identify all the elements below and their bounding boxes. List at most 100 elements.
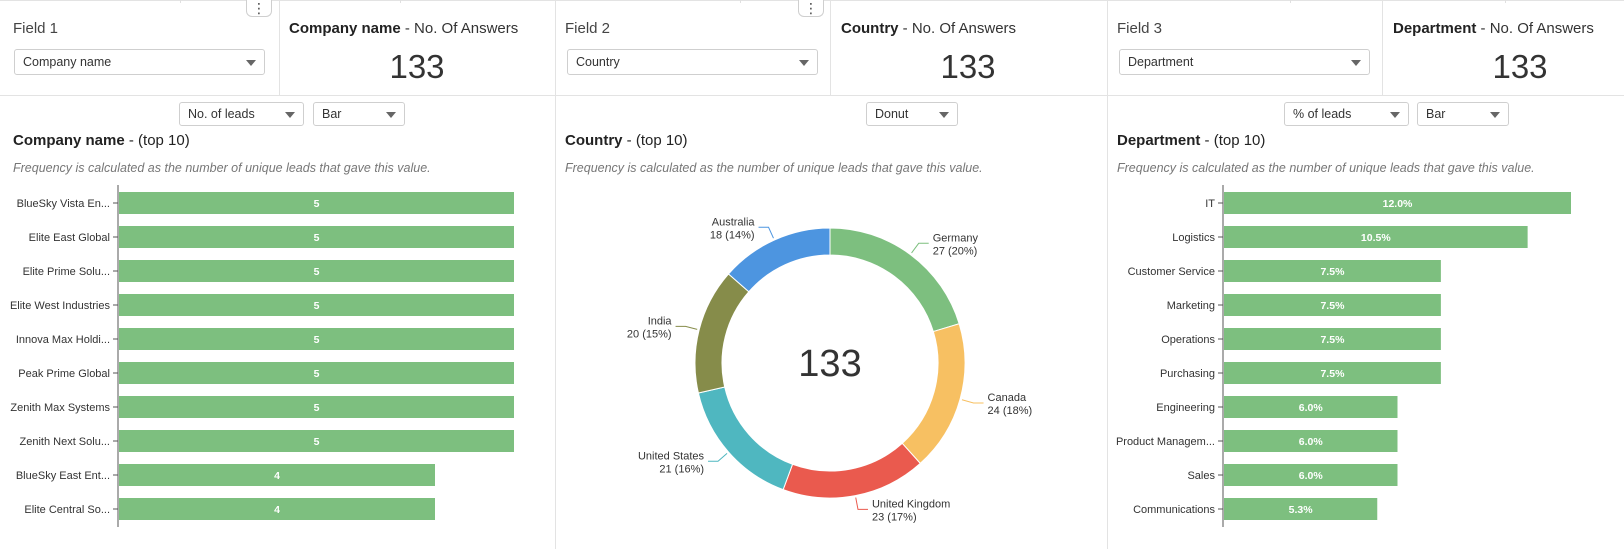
bar-value-label: 5 — [314, 436, 320, 448]
bar-value-label: 5 — [314, 232, 320, 244]
more-menu-icon[interactable]: ⋮ — [246, 0, 272, 17]
bar-value-label: 4 — [274, 504, 280, 516]
leader-line — [855, 497, 868, 510]
leader-line — [961, 399, 984, 404]
slice-value-label: 18 (14%) — [710, 229, 755, 241]
category-label: Sales — [1187, 470, 1215, 482]
category-label: Zenith Next Solu... — [20, 436, 111, 448]
bar-value-label: 5 — [314, 334, 320, 346]
bar-value-label: 6.0% — [1299, 470, 1324, 482]
field-select[interactable]: Department — [1119, 49, 1370, 75]
donut-slice — [782, 442, 921, 499]
bar — [119, 430, 514, 452]
divider — [740, 0, 741, 3]
field-select-value: Company name — [23, 55, 112, 69]
slice-name-label: Germany — [933, 232, 979, 244]
panel-note: Frequency is calculated as the number of… — [565, 161, 983, 175]
bar-value-label: 7.5% — [1320, 368, 1345, 380]
chevron-down-icon — [246, 60, 256, 66]
chevron-down-icon — [1490, 112, 1500, 118]
slice-value-label: 23 (17%) — [872, 511, 917, 523]
bar — [1224, 396, 1398, 418]
metric-select-value: No. of leads — [188, 107, 255, 121]
panel-title: Department - (top 10) — [1117, 132, 1266, 149]
panel-title: Country - (top 10) — [565, 132, 688, 149]
slice-name-label: Australia — [712, 216, 756, 228]
bar-value-label: 5 — [314, 300, 320, 312]
bar-value-label: 10.5% — [1361, 232, 1391, 244]
category-label: Peak Prime Global — [18, 368, 110, 380]
panel-note: Frequency is calculated as the number of… — [1117, 161, 1535, 175]
slice-name-label: Canada — [988, 392, 1027, 404]
metric-select-value: % of leads — [1293, 107, 1352, 121]
divider — [1505, 0, 1506, 3]
chevron-down-icon — [1351, 60, 1361, 66]
chart-type-select[interactable]: Donut — [866, 102, 958, 126]
panel-note: Frequency is calculated as the number of… — [13, 161, 431, 175]
leader-line — [758, 226, 774, 239]
slice-name-label: India — [648, 315, 673, 327]
company-bar-chart: BlueSky Vista En... 5 Elite East Global 5 El… — [10, 185, 514, 527]
answer-count: 133 — [940, 48, 996, 85]
chevron-down-icon — [285, 112, 295, 118]
bar-value-label: 5 — [314, 368, 320, 380]
bar-value-label: 12.0% — [1383, 198, 1413, 210]
chevron-down-icon — [799, 60, 809, 66]
category-label: Innova Max Holdi... — [16, 334, 110, 346]
field-select[interactable]: Country — [567, 49, 818, 75]
bar — [1224, 430, 1398, 452]
bar-value-label: 7.5% — [1320, 266, 1345, 278]
count-title: Department - No. Of Answers — [1393, 20, 1594, 37]
bar — [119, 294, 514, 316]
header-bottom-divider — [0, 95, 1624, 96]
category-label: Customer Service — [1128, 266, 1215, 278]
donut-slice — [697, 386, 794, 491]
header-divider — [1382, 0, 1383, 95]
field-select[interactable]: Company name — [14, 49, 265, 75]
field-label: Field 3 — [1117, 20, 1163, 37]
category-label: Product Managem... — [1116, 436, 1215, 448]
chart-type-select[interactable]: Bar — [313, 102, 405, 126]
donut-center-total: 133 — [798, 343, 861, 385]
metric-select[interactable]: % of leads — [1284, 102, 1409, 126]
leader-line — [708, 453, 728, 462]
chart-type-select-value: Donut — [875, 107, 909, 121]
bar — [119, 396, 514, 418]
field-select-value: Department — [1128, 55, 1194, 69]
category-label: Zenith Max Systems — [10, 402, 110, 414]
category-label: Elite Prime Solu... — [23, 266, 110, 278]
chevron-down-icon — [386, 112, 396, 118]
slice-value-label: 20 (15%) — [627, 328, 672, 340]
divider — [400, 0, 401, 3]
category-label: BlueSky Vista En... — [17, 198, 110, 210]
field-label: Field 1 — [13, 20, 59, 37]
bar — [1224, 498, 1378, 520]
chevron-down-icon — [939, 112, 949, 118]
bar — [119, 464, 435, 486]
bar-value-label: 5 — [314, 198, 320, 210]
panel-divider — [555, 0, 556, 549]
bar — [1224, 226, 1528, 248]
category-label: Purchasing — [1160, 368, 1215, 380]
slice-value-label: 27 (20%) — [933, 245, 978, 257]
department-bar-chart: IT 12.0% Logistics 10.5% Customer Service 7.5… — [1116, 185, 1571, 527]
leader-line — [675, 325, 698, 330]
chart-type-select[interactable]: Bar — [1417, 102, 1509, 126]
bar — [119, 362, 514, 384]
count-title: Country - No. Of Answers — [841, 20, 1017, 37]
divider — [1290, 0, 1291, 3]
bar — [1224, 328, 1441, 350]
count-title: Company name - No. Of Answers — [289, 20, 519, 37]
more-menu-icon[interactable]: ⋮ — [798, 0, 824, 17]
slice-name-label: United States — [638, 450, 705, 462]
category-label: Engineering — [1156, 402, 1215, 414]
bar-value-label: 5 — [314, 266, 320, 278]
bar-value-label: 6.0% — [1299, 436, 1324, 448]
metric-select[interactable]: No. of leads — [179, 102, 304, 126]
bar — [1224, 192, 1571, 214]
category-label: Elite Central So... — [24, 504, 110, 516]
bar-value-label: 5 — [314, 402, 320, 414]
panel-divider — [1107, 0, 1108, 549]
divider — [180, 0, 181, 3]
